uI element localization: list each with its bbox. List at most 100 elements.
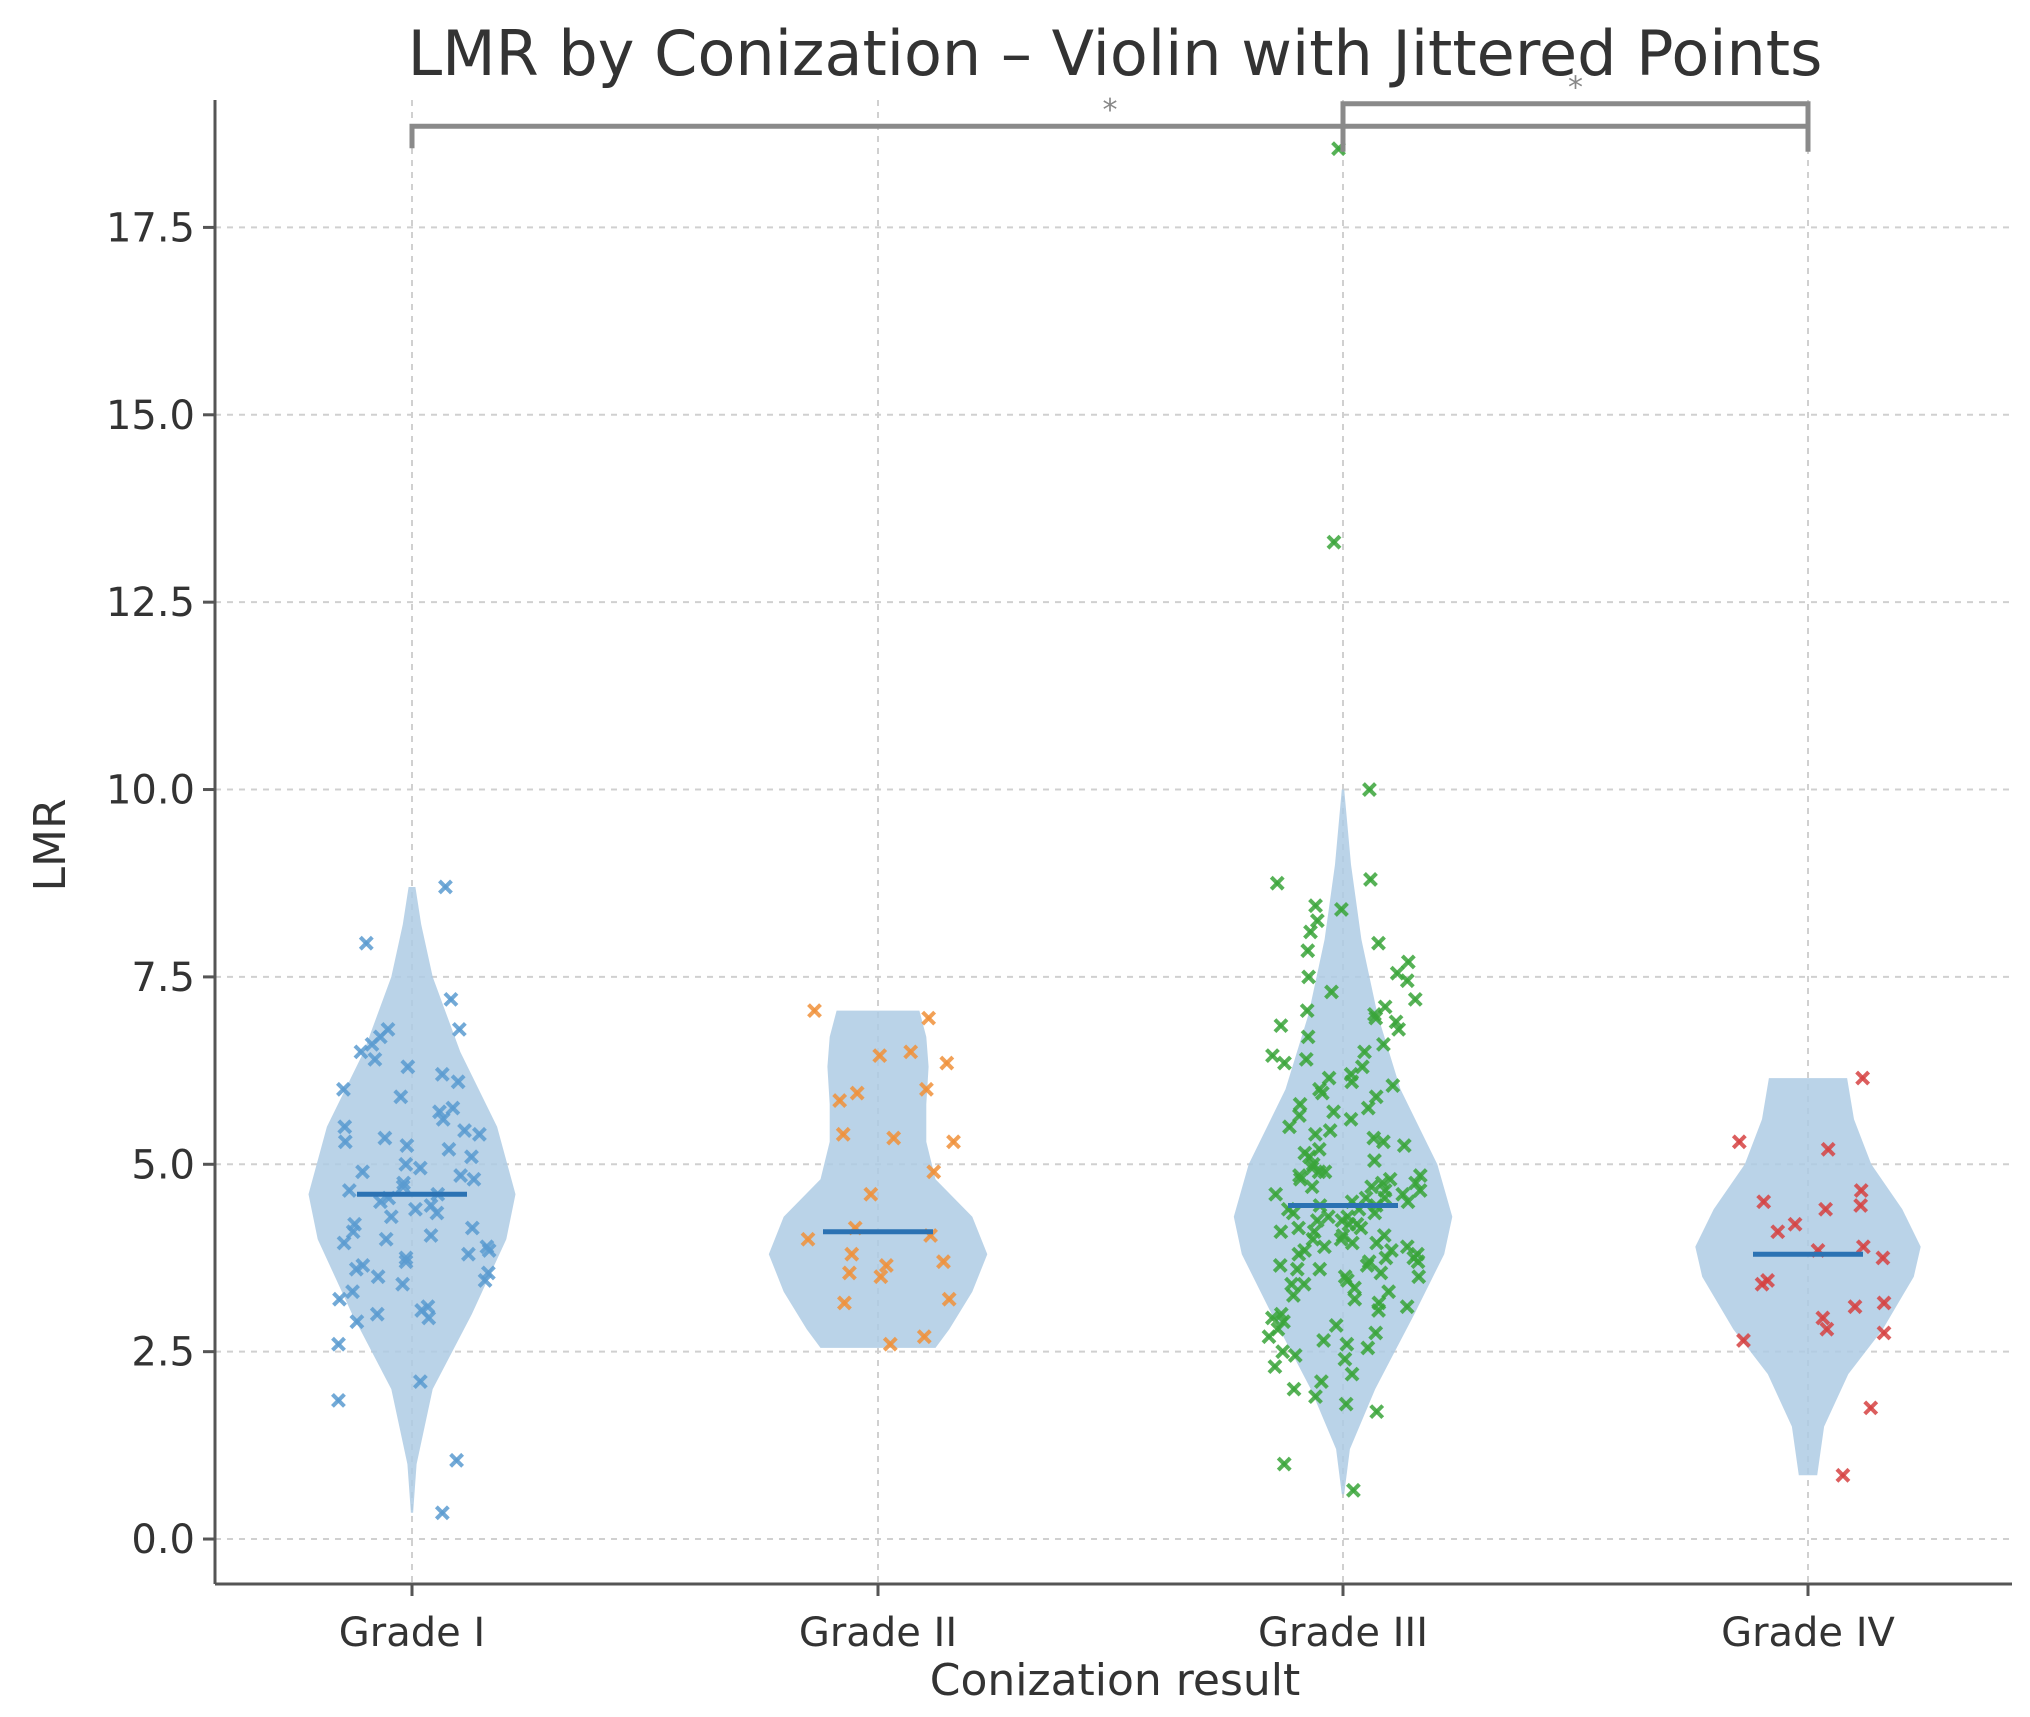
data-point — [1312, 1261, 1328, 1277]
data-point — [399, 1138, 415, 1153]
data-point — [432, 1104, 447, 1120]
data-point — [807, 1003, 822, 1019]
data-point — [457, 1123, 472, 1138]
data-point — [1275, 1344, 1291, 1360]
data-point — [423, 1228, 439, 1243]
data-point — [449, 1452, 465, 1468]
data-point — [393, 1089, 409, 1105]
data-point — [939, 1055, 955, 1071]
data-point — [1362, 782, 1377, 797]
data-point — [1819, 1321, 1835, 1337]
data-point — [1267, 1359, 1283, 1375]
data-point — [1368, 1325, 1384, 1341]
data-point — [1277, 1055, 1292, 1071]
significance-bracket — [409, 123, 1811, 149]
data-point — [1369, 1235, 1385, 1251]
data-point — [1367, 1205, 1383, 1221]
data-point — [443, 991, 459, 1007]
data-point — [471, 1126, 487, 1142]
data-point — [395, 1276, 411, 1292]
data-point — [1265, 1048, 1280, 1064]
data-point — [1343, 1111, 1359, 1127]
data-point — [1282, 1119, 1297, 1135]
data-point — [1276, 1456, 1292, 1472]
data-point — [1359, 1258, 1375, 1273]
data-point — [1875, 1250, 1891, 1266]
data-point — [435, 1111, 451, 1127]
data-point — [1847, 1299, 1863, 1315]
data-point — [1337, 1351, 1353, 1367]
data-point — [370, 1269, 386, 1285]
data-point — [1368, 1089, 1384, 1105]
data-point — [1357, 1044, 1372, 1060]
data-point — [946, 1134, 961, 1150]
data-point — [921, 1010, 937, 1026]
data-point — [1264, 1310, 1280, 1326]
data-point — [1309, 913, 1325, 929]
y-tick-label: 12.5 — [106, 580, 195, 626]
data-point — [1347, 1291, 1363, 1307]
data-point — [1378, 1250, 1394, 1266]
x-tick-label: Grade IV — [1721, 1610, 1895, 1656]
y-axis-label: LMR — [25, 798, 76, 891]
data-point — [844, 1246, 860, 1262]
data-point — [1286, 1381, 1302, 1397]
data-point — [1363, 872, 1378, 887]
data-point — [1364, 1179, 1380, 1195]
data-point — [1338, 1396, 1354, 1412]
data-point — [348, 1261, 364, 1277]
y-tick-label: 7.5 — [131, 955, 195, 1001]
data-point — [336, 1235, 352, 1251]
data-point — [421, 1310, 437, 1326]
data-point — [1815, 1310, 1831, 1326]
data-point — [882, 1336, 898, 1352]
violin-grade-iii — [1233, 789, 1453, 1495]
data-point — [1411, 1269, 1427, 1285]
data-point — [466, 1171, 482, 1187]
data-point — [1333, 902, 1349, 917]
data-point — [1300, 943, 1316, 959]
data-point — [1369, 1404, 1385, 1420]
y-tick-label: 15.0 — [106, 393, 195, 439]
data-point — [464, 1149, 479, 1165]
x-axis-label: Conization result — [930, 1655, 1301, 1706]
significance-bracket — [1340, 101, 1811, 152]
data-point — [373, 1194, 388, 1210]
data-point — [1381, 1284, 1397, 1300]
data-point — [1326, 534, 1342, 550]
data-point — [1289, 1261, 1305, 1277]
significance-label: * — [1568, 71, 1583, 106]
data-point — [1347, 1280, 1362, 1296]
data-point — [873, 1269, 889, 1285]
data-point — [1360, 1100, 1376, 1116]
data-point — [395, 1179, 411, 1195]
data-point — [1320, 1209, 1336, 1225]
data-point — [377, 1130, 393, 1146]
data-point — [1309, 1213, 1325, 1228]
data-point — [1367, 1153, 1382, 1168]
data-point — [1770, 1224, 1786, 1240]
data-point — [398, 1254, 414, 1270]
data-point — [367, 1051, 383, 1067]
data-point — [849, 1085, 865, 1101]
x-tick-label: Grade I — [339, 1610, 485, 1656]
data-point — [434, 1505, 450, 1521]
data-point — [1301, 969, 1317, 985]
significance-label: * — [1103, 93, 1118, 128]
data-point — [1313, 1374, 1329, 1390]
data-point — [460, 1246, 476, 1262]
data-point — [919, 1081, 934, 1097]
data-point — [1366, 1130, 1382, 1146]
data-point — [1876, 1325, 1892, 1341]
data-point — [1292, 1171, 1308, 1187]
data-point — [1373, 1265, 1389, 1281]
data-point — [842, 1265, 857, 1281]
data-point — [331, 1392, 346, 1408]
data-point — [1300, 1029, 1316, 1045]
data-point — [1382, 1171, 1398, 1187]
x-tick-layer: Grade I Grade II Grade III Grade IV — [339, 1584, 1896, 1656]
data-point — [1408, 1175, 1424, 1191]
data-point — [886, 1130, 902, 1146]
data-point — [1855, 1239, 1871, 1255]
